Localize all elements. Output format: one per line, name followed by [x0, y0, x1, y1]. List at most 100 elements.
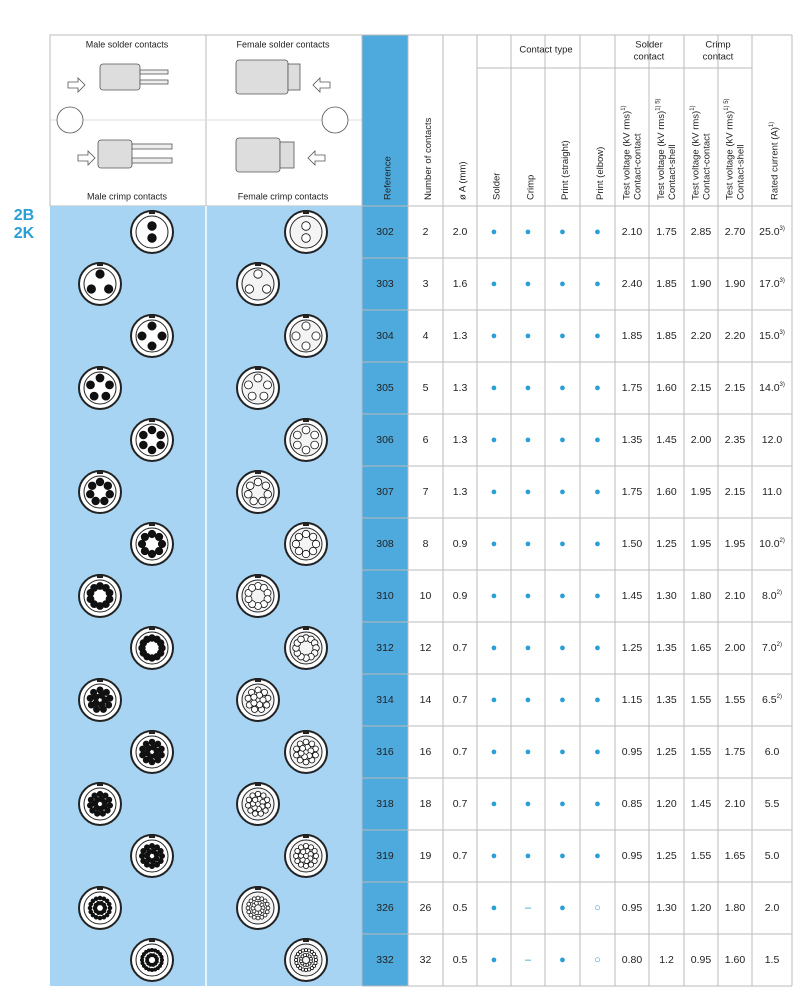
connector-face: [284, 210, 328, 254]
cell-type: ●: [491, 694, 498, 706]
key: [149, 314, 155, 318]
cell-rated: 7.02): [762, 642, 782, 654]
cell-type: ●: [491, 434, 498, 446]
key: [255, 470, 261, 474]
pin: [301, 549, 311, 559]
cell-type: ●: [594, 798, 601, 810]
column-header: ø A (mm): [458, 161, 469, 200]
cell-diameter: 0.7: [453, 798, 468, 810]
connector-insert: [135, 943, 169, 977]
connector-insert: [289, 319, 323, 353]
pin: [154, 740, 162, 748]
cell-diameter: 2.0: [453, 226, 468, 238]
connector-insert: [135, 215, 169, 249]
pin: [259, 391, 269, 401]
cell-type: ●: [594, 642, 601, 654]
cell-type: ●: [491, 226, 498, 238]
cell-voltage: 1.30: [656, 590, 677, 602]
cell-type: ●: [525, 278, 532, 290]
cell-reference: 308: [376, 538, 394, 550]
column-header: Contact-contact: [633, 133, 644, 200]
key: [255, 262, 261, 266]
pin: [140, 546, 150, 556]
cell-type: ●: [594, 226, 601, 238]
cell-voltage: 1.80: [725, 902, 746, 914]
pin: [259, 914, 265, 920]
pin: [311, 539, 321, 549]
key: [255, 886, 261, 890]
pin: [146, 848, 153, 855]
cell-type: –: [525, 902, 532, 914]
connector-face: [236, 678, 280, 722]
cell-reference: 304: [376, 330, 394, 342]
connector-face: [236, 262, 280, 306]
pin: [101, 391, 111, 401]
footnote-ref: 3): [780, 382, 785, 388]
cell-voltage: 0.95: [622, 850, 643, 862]
pin: [156, 440, 165, 450]
connector-face: [130, 522, 174, 566]
pin: [106, 901, 112, 907]
pin: [293, 745, 300, 753]
column-header: Test voltage (kV rms)1): [621, 105, 633, 200]
group-header: Crimp: [705, 40, 730, 51]
cell-rated: 1.5: [765, 954, 780, 966]
pin: [311, 858, 318, 865]
pin: [104, 898, 110, 904]
cell-type: ●: [594, 538, 601, 550]
pin: [255, 895, 261, 901]
cell-contacts: 18: [420, 798, 432, 810]
key: [303, 314, 309, 318]
key: [149, 938, 155, 942]
pin: [147, 445, 157, 455]
cell-rated: 6.52): [762, 694, 782, 706]
pin: [262, 807, 269, 814]
pin: [158, 751, 165, 759]
cell-type: ●: [559, 694, 566, 706]
connector-face: [130, 626, 174, 670]
key: [255, 678, 261, 682]
cell-type: ●: [525, 694, 532, 706]
pin: [147, 341, 157, 351]
pin: [88, 909, 94, 915]
connector-face: [78, 886, 122, 930]
connector-face: [284, 522, 328, 566]
cell-voltage: 1.85: [656, 278, 677, 290]
cell-reference: 310: [376, 590, 394, 602]
footnote-ref: 1) 5): [724, 98, 730, 110]
pin: [294, 858, 301, 865]
footnote-ref: 2): [780, 538, 785, 544]
pin: [246, 901, 252, 907]
pin: [102, 792, 109, 799]
pin: [245, 796, 253, 803]
pin: [97, 895, 103, 901]
cell-type: ●: [525, 434, 532, 446]
cell-type: ●: [559, 330, 566, 342]
diagram-label: Male crimp contacts: [87, 191, 168, 201]
pin: [93, 896, 99, 902]
pin: [263, 490, 272, 499]
cell-rated: 17.03): [759, 278, 785, 290]
cell-diameter: 0.5: [453, 902, 468, 914]
column-header: Reference: [383, 156, 394, 200]
pin: [245, 905, 251, 911]
pin: [158, 853, 165, 860]
pin: [157, 539, 167, 549]
cell-type: ●: [525, 486, 532, 498]
cell-type: ●: [559, 434, 566, 446]
pin: [246, 909, 252, 915]
cell-voltage: 1.15: [622, 694, 643, 706]
connector-face: [236, 470, 280, 514]
connector-face: [284, 834, 328, 878]
cell-voltage: 1.65: [725, 850, 746, 862]
pin: [139, 440, 148, 450]
side-views: [56, 59, 349, 173]
connector-face: [284, 938, 328, 982]
key: [303, 626, 309, 630]
cell-voltage: 1.55: [725, 694, 746, 706]
pin: [244, 380, 253, 390]
cell-reference: 326: [376, 902, 394, 914]
pin: [261, 481, 271, 490]
pin: [95, 477, 105, 487]
